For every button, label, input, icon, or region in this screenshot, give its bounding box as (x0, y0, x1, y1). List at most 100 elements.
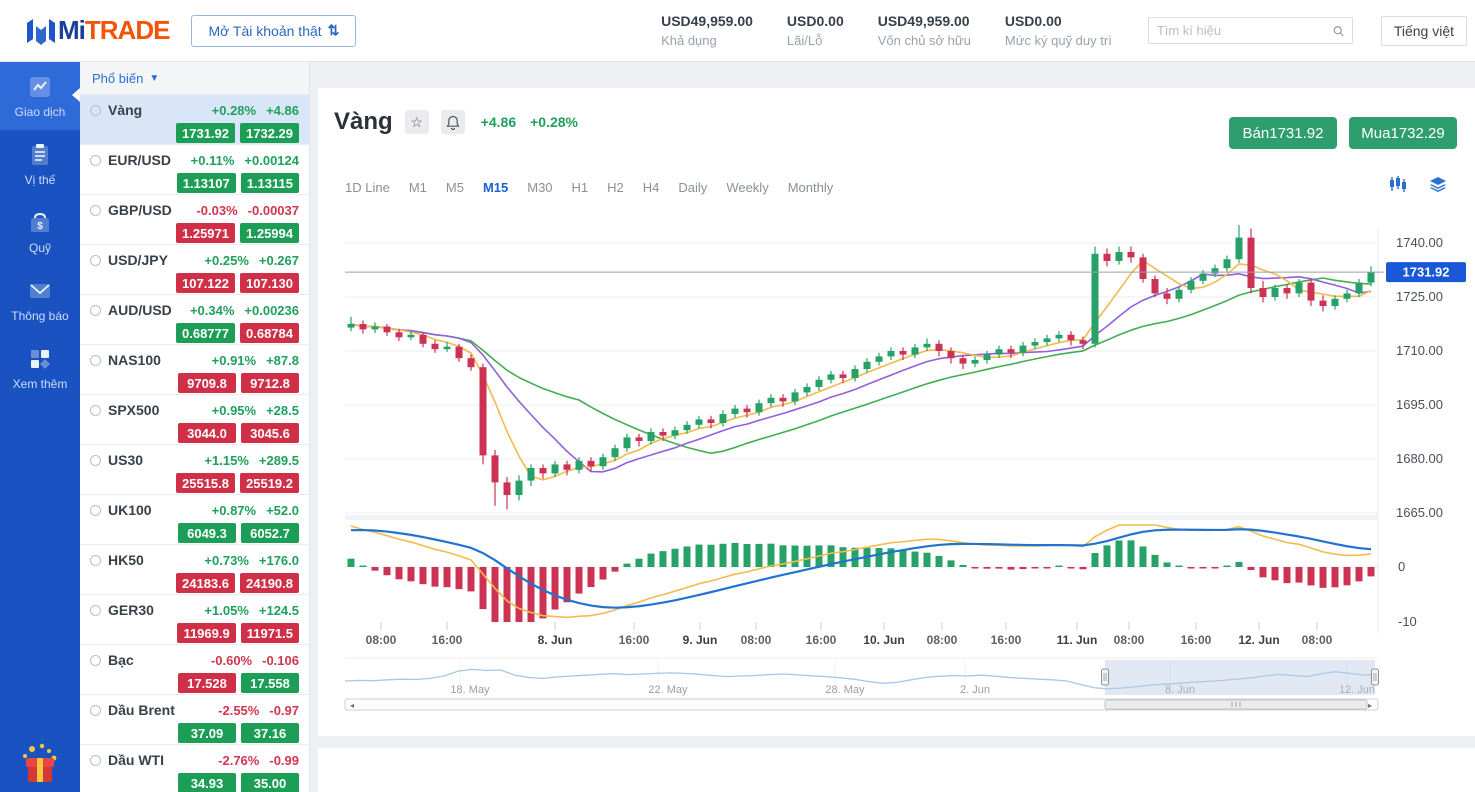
macd-histogram-bar (1007, 567, 1015, 570)
bid-price-badge[interactable]: 34.93 (178, 773, 236, 792)
symbol-search[interactable] (1147, 17, 1353, 44)
ask-price-badge[interactable]: 25519.2 (240, 473, 299, 493)
sell-button[interactable]: Bán1731.92 (1229, 117, 1337, 149)
sidebar-item-quỹ[interactable]: $ Quỹ (0, 198, 80, 266)
promotion-gift-icon[interactable] (0, 734, 80, 792)
watchlist-row[interactable]: SPX500 +0.95% +28.5 3044.0 3045.6 (80, 395, 309, 445)
timeframe-tab-m30[interactable]: M30 (527, 180, 553, 195)
instrument-radio-icon[interactable] (90, 554, 101, 566)
timeframe-tab-daily[interactable]: Daily (678, 180, 708, 195)
ask-price-badge[interactable]: 0.68784 (240, 323, 299, 343)
macd-histogram-bar (503, 567, 511, 622)
watchlist-row[interactable]: UK100 +0.87% +52.0 6049.3 6052.7 (80, 495, 309, 545)
watchlist-filter-dropdown[interactable]: Phổ biến ▼ (80, 62, 309, 95)
ask-price-badge[interactable]: 35.00 (241, 773, 299, 792)
candlestick (1319, 300, 1327, 306)
ask-price-badge[interactable]: 9712.8 (241, 373, 299, 393)
timeframe-tab-weekly[interactable]: Weekly (726, 180, 769, 195)
instrument-radio-icon[interactable] (90, 604, 101, 616)
ask-price-badge[interactable]: 37.16 (241, 723, 299, 743)
instrument-radio-icon[interactable] (90, 504, 101, 516)
search-icon[interactable] (1333, 24, 1344, 38)
navigator-handle[interactable] (1371, 668, 1379, 686)
bid-price-badge[interactable]: 24183.6 (176, 573, 235, 593)
bid-price-badge[interactable]: 25515.8 (176, 473, 235, 493)
ask-price-badge[interactable]: 6052.7 (241, 523, 299, 543)
watchlist-row[interactable]: HK50 +0.73% +176.0 24183.6 24190.8 (80, 545, 309, 595)
watchlist-row[interactable]: EUR/USD +0.11% +0.00124 1.13107 1.13115 (80, 145, 309, 195)
instrument-radio-icon[interactable] (90, 654, 101, 666)
timeframe-tab-h1[interactable]: H1 (571, 180, 589, 195)
instrument-radio-icon[interactable] (90, 754, 101, 766)
timeframe-tab-1d-line[interactable]: 1D Line (345, 180, 390, 195)
watchlist-row[interactable]: Bạc -0.60% -0.106 17.528 17.558 (80, 645, 309, 695)
instrument-radio-icon[interactable] (90, 104, 101, 116)
instrument-radio-icon[interactable] (90, 254, 101, 266)
instrument-radio-icon[interactable] (90, 454, 101, 466)
instrument-radio-icon[interactable] (90, 404, 101, 416)
bid-price-badge[interactable]: 1.13107 (176, 173, 236, 193)
bid-price-badge[interactable]: 1.25971 (176, 223, 235, 243)
buy-button[interactable]: Mua1732.29 (1349, 117, 1457, 149)
ask-price-badge[interactable]: 1.25994 (240, 223, 299, 243)
bid-price-badge[interactable]: 37.09 (178, 723, 236, 743)
instrument-change-percent: -0.60% (210, 652, 253, 668)
ask-price-badge[interactable]: 1732.29 (240, 123, 299, 143)
instrument-radio-icon[interactable] (90, 704, 101, 716)
bid-price-badge[interactable]: 9709.8 (178, 373, 236, 393)
language-button[interactable]: Tiếng việt (1380, 15, 1467, 46)
candlestick (671, 430, 679, 436)
sidebar-item-thông-báo[interactable]: Thông báo (0, 266, 80, 334)
favorite-star-button[interactable]: ☆ (404, 110, 429, 134)
indicators-layers-icon[interactable] (1429, 176, 1447, 192)
watchlist-row[interactable]: Dầu Brent -2.55% -0.97 37.09 37.16 (80, 695, 309, 745)
scrollbar-left-arrow-icon[interactable]: ◂ (350, 701, 354, 710)
ask-price-badge[interactable]: 1.13115 (240, 173, 299, 193)
watchlist-row[interactable]: GBP/USD -0.03% -0.00037 1.25971 1.25994 (80, 195, 309, 245)
timeframe-tab-m15[interactable]: M15 (482, 180, 509, 195)
watchlist-row[interactable]: Dầu WTI -2.76% -0.99 34.93 35.00 (80, 745, 309, 792)
timeframe-tab-m1[interactable]: M1 (408, 180, 427, 195)
bid-price-badge[interactable]: 107.122 (176, 273, 235, 293)
chart-type-icon[interactable] (1389, 176, 1407, 192)
instrument-radio-icon[interactable] (90, 154, 101, 166)
watchlist-row[interactable]: Vàng +0.28% +4.86 1731.92 1732.29 (80, 95, 309, 145)
navigator-date-label: 22. May (648, 684, 688, 696)
navigator-selection[interactable] (1105, 660, 1375, 695)
bid-price-badge[interactable]: 3044.0 (178, 423, 236, 443)
watchlist-row[interactable]: GER30 +1.05% +124.5 11969.9 11971.5 (80, 595, 309, 645)
mitrade-logo[interactable]: Mi TRADE (24, 15, 170, 46)
ask-price-badge[interactable]: 11971.5 (240, 623, 299, 643)
sidebar-item-vị-thế[interactable]: Vị thế (0, 130, 80, 198)
bid-price-badge[interactable]: 6049.3 (178, 523, 236, 543)
watchlist-row[interactable]: NAS100 +0.91% +87.8 9709.8 9712.8 (80, 345, 309, 395)
alert-bell-button[interactable] (440, 110, 465, 134)
bid-price-badge[interactable]: 17.528 (178, 673, 236, 693)
ask-price-badge[interactable]: 107.130 (240, 273, 299, 293)
watchlist-row[interactable]: US30 +1.15% +289.5 25515.8 25519.2 (80, 445, 309, 495)
search-input[interactable] (1156, 23, 1333, 38)
timeframe-tab-h4[interactable]: H4 (642, 180, 660, 195)
instrument-radio-icon[interactable] (90, 204, 101, 216)
open-real-account-button[interactable]: Mở Tài khoản thật ⇅ (191, 14, 357, 47)
macd-histogram-bar (587, 567, 595, 588)
timeframe-tab-monthly[interactable]: Monthly (787, 180, 834, 195)
candlestick (1355, 282, 1363, 294)
timeframe-tab-h2[interactable]: H2 (607, 180, 624, 195)
bid-price-badge[interactable]: 11969.9 (177, 623, 236, 643)
timeframe-tab-m5[interactable]: M5 (445, 180, 464, 195)
ask-price-badge[interactable]: 17.558 (241, 673, 299, 693)
price-chart[interactable]: 1740.00 1725.00 1710.00 1695.00 1680.00 1665.… (318, 88, 1475, 736)
scrollbar-right-arrow-icon[interactable]: ▸ (1368, 701, 1372, 710)
ask-price-badge[interactable]: 24190.8 (240, 573, 299, 593)
bid-price-badge[interactable]: 0.68777 (176, 323, 235, 343)
instrument-radio-icon[interactable] (90, 304, 101, 316)
navigator-handle[interactable] (1101, 668, 1109, 686)
bid-price-badge[interactable]: 1731.92 (176, 123, 235, 143)
instrument-radio-icon[interactable] (90, 354, 101, 366)
watchlist-row[interactable]: AUD/USD +0.34% +0.00236 0.68777 0.68784 (80, 295, 309, 345)
ask-price-badge[interactable]: 3045.6 (241, 423, 299, 443)
sidebar-item-giao-dịch[interactable]: Giao dịch (0, 62, 80, 130)
watchlist-row[interactable]: USD/JPY +0.25% +0.267 107.122 107.130 (80, 245, 309, 295)
sidebar-item-xem-thêm[interactable]: Xem thêm (0, 334, 80, 402)
